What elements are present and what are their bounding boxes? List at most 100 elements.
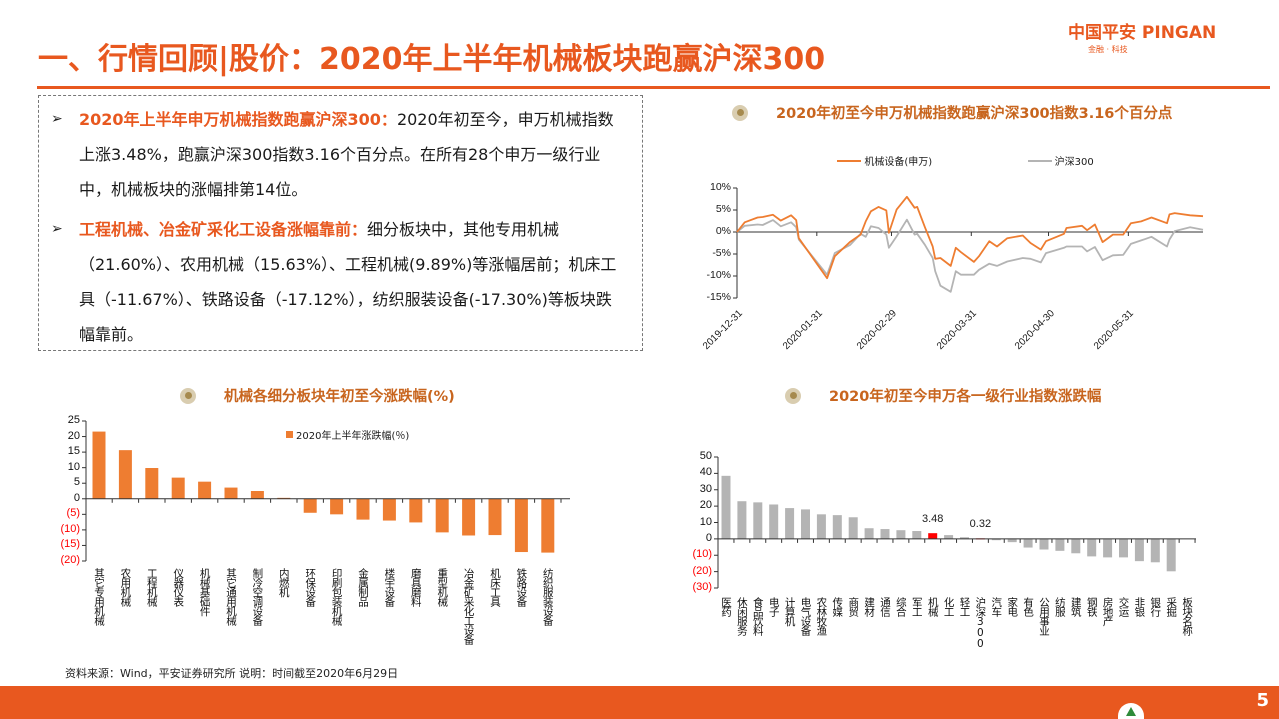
category-label: 建筑 [1069,597,1082,616]
target-circle-icon [732,104,748,121]
y-tick-label: 25 [67,414,80,426]
bar [514,498,528,553]
y-tick-label: 5% [715,203,731,215]
category-label: 钢铁 [1085,597,1098,616]
line-chart: 10% 5% 0% -5% -10% -15% 2019-12-31 2020-01-31 20… [690,140,1230,352]
bar [944,535,954,539]
bar [816,514,826,539]
legend-swatch [1027,159,1052,162]
bullet-text: 细分板块中，其他专用机械（21.60%）、农用机械（15.63%）、工程机械(9… [79,220,617,344]
category-label: 房地产 [1101,597,1114,626]
chart-title-text: 2020年初至今申万各一级行业指数涨跌幅 [829,389,1102,405]
bar [92,431,106,499]
y-tick-label: 30 [699,482,712,495]
bar [541,498,555,553]
category-label: 农用机械 [119,568,132,606]
y-tick-label: (15) [60,538,80,551]
category-label: 有色 [1022,597,1035,616]
bar [198,481,212,499]
bar [1023,538,1033,548]
bar [737,501,747,539]
y-tick-label: 50 [699,450,712,462]
y-tick-label: 10% [709,181,731,193]
page-number: 5 [1256,690,1269,711]
category-label: 重型机械 [436,568,449,606]
industry-bar-chart: 50 40 30 20 10 0 (10) (20) (30) 医药 休闲服务 食品饮料 电子 计算机 电气… [690,440,1230,649]
y-tick-label: -5% [712,247,731,259]
category-label: 通信 [879,597,891,616]
category-label: 电气设备 [799,597,812,635]
y-tick-label: (10) [692,548,712,561]
footer-bar [0,686,1279,719]
y-tick-label: (5) [66,507,80,520]
page-title: 一、行情回顾|股价：2020年上半年机械板块跑赢沪深300 [38,42,826,77]
y-tick-label: 15 [67,445,80,458]
category-label: 农林牧渔 [815,597,828,635]
bar [171,477,185,499]
category-label: 采掘 [1165,597,1178,616]
bar [801,509,810,539]
chart-title-text: 2020年初至今申万机械指数跑赢沪深300指数3.16个百分点 [776,106,1173,122]
category-label: 仪器仪表 [172,568,185,606]
y-tick-label: 10 [699,515,712,528]
y-tick-label: 0 [73,491,80,504]
category-label: 非银 [1133,597,1146,616]
category-label: 工程机械 [145,568,158,606]
logo-tagline: 金融 · 科技 [1088,45,1128,54]
bar [880,529,890,539]
title-divider [37,86,1270,89]
legend-item: 机械设备(申万) [837,153,932,168]
bar [356,498,370,520]
footer-logo-icon [1118,703,1144,719]
category-label: 建材 [863,597,876,616]
target-circle-icon [180,387,196,404]
category-label: 纺服 [1053,597,1066,616]
chart-canvas [82,420,570,562]
category-label: 计算机 [783,597,796,626]
legend-swatch [837,159,862,162]
category-label: 汽车 [990,597,1003,616]
category-label: 机械 [926,597,939,616]
category-label: 机床工具 [489,568,501,606]
bar [1103,538,1113,558]
summary-bullet: ➢ 工程机械、冶金矿采化工设备涨幅靠前：细分板块中，其他专用机械（21.60%）… [51,212,632,352]
source-note: 资料来源：Wind，平安证券研究所 说明：时间截至2020年6月29日 [65,667,399,680]
category-label: 食品饮料 [751,597,764,635]
bar [1150,538,1160,563]
bar [1134,538,1144,562]
data-label: 0.32 [969,518,992,531]
industry-chart-title: 2020年初至今申万各一级行业指数涨跌幅 [785,385,1101,406]
y-tick-label: 0% [715,225,731,237]
y-tick-label: (10) [60,522,80,535]
bar [462,498,476,536]
bar [1071,538,1081,554]
category-label: 内燃机 [277,568,290,597]
bar [1039,538,1049,550]
bar [864,528,874,539]
data-label: 3.48 [921,513,944,526]
category-label: 商贸 [847,597,860,616]
bar [1087,538,1097,557]
bar [721,475,731,539]
bar [753,502,763,539]
category-label: 银行 [1149,597,1162,616]
sub-chart-title: 机械各细分板块年初至今涨跌幅(%) [180,385,455,406]
pingan-logo: 中国平安 PINGAN [1068,23,1217,43]
category-label: 板块名称 [1181,597,1194,635]
category-label: 休闲服务 [735,597,748,635]
category-label: 交运 [1117,597,1130,616]
category-label: 化工 [942,597,955,616]
summary-bullet: ➢ 2020年上半年申万机械指数跑赢沪深300：2020年初至今，申万机械指数上… [51,102,632,207]
category-label: 综合 [894,597,907,616]
category-label: 轻工 [958,597,971,616]
bullet-lead: 2020年上半年申万机械指数跑赢沪深300： [79,110,397,129]
bar [785,508,795,539]
bar [960,537,969,539]
y-tick-label: 20 [67,429,80,442]
bar [769,504,779,539]
y-tick-label: 10 [67,460,80,473]
category-label: 传媒 [831,597,844,616]
y-tick-label: -15% [706,291,731,303]
legend-swatch [286,431,293,438]
category-label: 纺织服装设备 [541,568,554,625]
